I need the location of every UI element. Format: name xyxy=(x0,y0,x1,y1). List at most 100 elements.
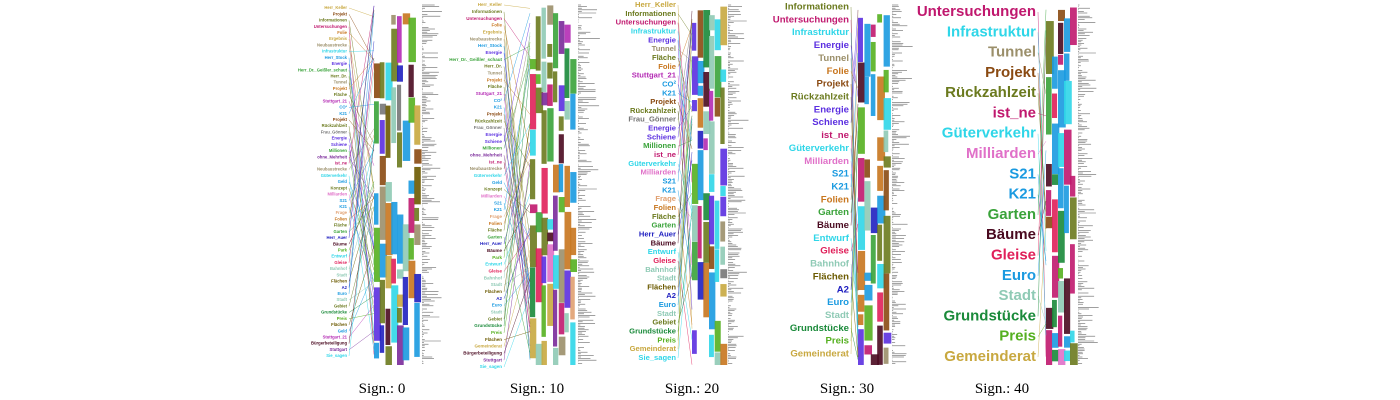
term-label: Rückzahlzeit xyxy=(791,91,850,102)
term-label: Tunnel xyxy=(488,70,502,75)
topic-bar xyxy=(385,62,393,101)
term-label: Herr_Dr._Geißler_schaut xyxy=(449,57,502,62)
term-label: Tunnel xyxy=(652,44,676,53)
topic-bar xyxy=(553,71,558,103)
topic-bar xyxy=(1070,197,1077,240)
leader-line xyxy=(503,331,531,340)
topic-bar xyxy=(1052,199,1058,253)
topic-bar xyxy=(535,212,543,233)
term-label: S21 xyxy=(340,198,348,203)
leader-line xyxy=(503,32,531,264)
term-label: Garten xyxy=(988,206,1036,223)
leader-line xyxy=(348,282,375,301)
topic-bar xyxy=(697,150,704,201)
topic-bar xyxy=(1064,129,1072,185)
term-label: Fläche xyxy=(334,92,348,97)
term-label: Stuttgart xyxy=(330,347,348,352)
topic-bar xyxy=(720,69,727,82)
term-label: Rückzahlzeit xyxy=(475,118,503,123)
topic-bar xyxy=(883,130,889,153)
topic-bar xyxy=(692,241,698,281)
leader-line xyxy=(850,263,859,306)
topic-bar xyxy=(1052,299,1057,328)
term-label: Bürgerbeteiligung xyxy=(311,341,348,346)
topic-bar xyxy=(1058,268,1064,279)
topic-bar xyxy=(714,56,722,98)
term-label: Flächen xyxy=(647,282,676,291)
topic-bar xyxy=(385,255,392,289)
leader-line xyxy=(348,198,375,220)
topic-bar xyxy=(553,255,560,289)
topic-bar xyxy=(1064,80,1072,125)
term-label: Untersuchungen xyxy=(466,16,502,21)
term-label: Güterverkehr xyxy=(789,143,850,154)
leader-line xyxy=(503,202,531,283)
leader-line xyxy=(348,144,375,257)
topic-bar xyxy=(870,235,876,284)
leader-line xyxy=(1037,194,1047,262)
topic-bar xyxy=(709,246,715,269)
leader-line xyxy=(677,25,693,67)
term-label: Bahnhof xyxy=(484,275,503,280)
topic-bar xyxy=(397,16,402,63)
term-label: Stuttgart_21 xyxy=(323,98,348,103)
leader-line xyxy=(1037,200,1047,236)
leader-line xyxy=(503,203,531,252)
leader-line xyxy=(348,39,375,191)
term-label: Herr_Keller xyxy=(324,5,347,10)
term-label: Gebiet xyxy=(334,303,348,308)
leader-line xyxy=(677,115,693,173)
topic-bar xyxy=(1064,336,1071,348)
term-label: Sie_sagen xyxy=(480,364,503,369)
topic-bar xyxy=(1052,123,1060,175)
topic-bar xyxy=(541,217,549,256)
term-label: CO² xyxy=(339,105,347,110)
term-label: Ergebnis xyxy=(483,30,503,35)
term-label: A2 xyxy=(837,284,849,295)
leader-line xyxy=(503,93,531,333)
topic-bar xyxy=(564,100,570,120)
term-label: Euro xyxy=(337,291,347,296)
topic-bar xyxy=(720,269,728,279)
topic-bar xyxy=(877,224,883,261)
topic-bar xyxy=(553,13,559,69)
topic-bar xyxy=(553,195,558,251)
topic-bar xyxy=(408,238,414,260)
topic-bar xyxy=(414,224,421,245)
topic-bar xyxy=(379,243,388,278)
topic-bar xyxy=(1058,210,1065,263)
topic-bar xyxy=(564,270,571,308)
leader-line xyxy=(503,35,531,169)
topic-bar xyxy=(570,172,577,203)
topic-bar xyxy=(374,63,381,99)
topic-bar xyxy=(414,149,422,164)
topic-bar xyxy=(547,232,554,242)
term-label: Entwurf xyxy=(485,262,502,267)
topic-bar xyxy=(530,74,537,130)
leader-line xyxy=(348,126,375,290)
topic-bar xyxy=(1058,70,1066,128)
topic-bar xyxy=(541,7,546,59)
topic-bar xyxy=(714,249,720,282)
topic-bar xyxy=(547,244,555,282)
leader-line xyxy=(503,171,531,333)
leader-line xyxy=(348,5,375,238)
topic-bar xyxy=(877,263,886,289)
topic-bar xyxy=(1058,22,1064,55)
term-label: Bäume xyxy=(487,248,503,253)
term-label: Herr_Auer xyxy=(639,229,676,238)
term-label: Bäume xyxy=(333,241,348,246)
term-label: Stadt xyxy=(657,309,676,318)
term-label: Folien xyxy=(654,203,677,212)
topic-bar xyxy=(1046,77,1052,135)
term-label: S21 xyxy=(494,200,503,205)
leader-line xyxy=(503,25,531,153)
term-label: Infrastruktur xyxy=(631,26,676,35)
term-label: Gleise xyxy=(991,246,1036,263)
term-label: Preis xyxy=(491,330,503,335)
topic-bar xyxy=(709,15,715,31)
topic-bar xyxy=(391,201,398,255)
term-label: Rückzahlzeit xyxy=(945,84,1036,101)
topic-bar xyxy=(530,204,538,214)
